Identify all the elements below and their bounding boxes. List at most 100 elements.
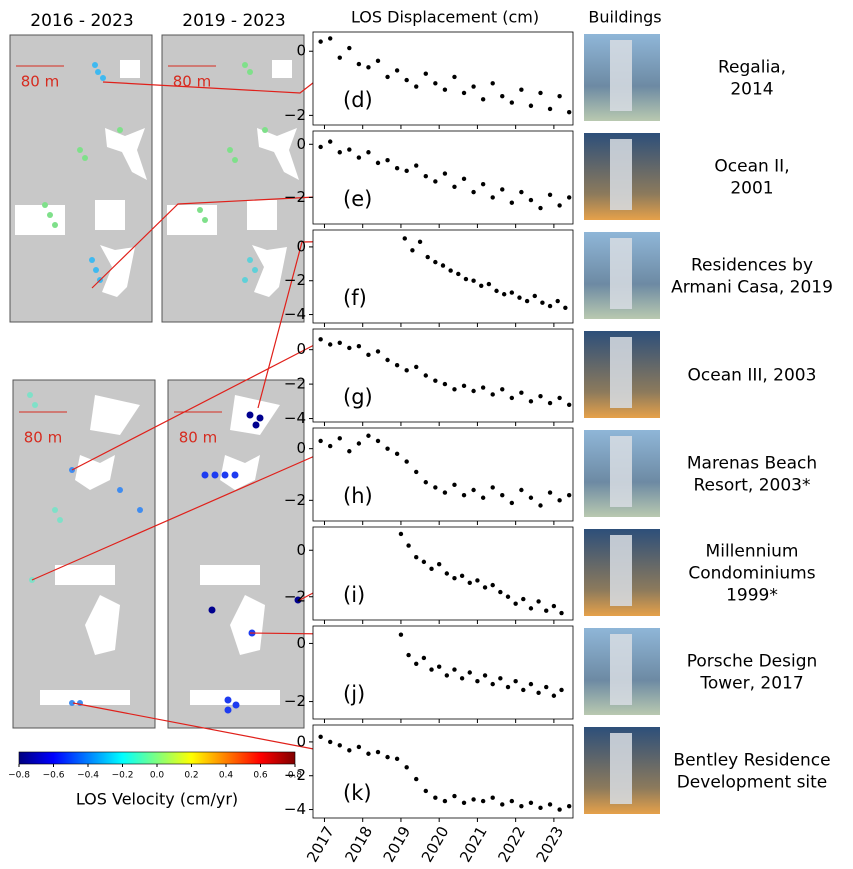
- data-point: [429, 567, 433, 571]
- data-point: [376, 439, 380, 443]
- colorbar-tick-label: 0.6: [253, 771, 268, 781]
- data-point: [513, 679, 517, 683]
- data-point: [429, 667, 433, 671]
- panel-label: (k): [343, 781, 372, 805]
- colorbar-tick-label: −0.4: [77, 771, 99, 781]
- map-panel: 80 m: [13, 380, 155, 728]
- building-label: Ocean II,: [714, 157, 789, 177]
- data-point: [510, 799, 514, 803]
- y-tick-label: −4: [284, 409, 306, 427]
- building-tower: [610, 238, 632, 309]
- data-point: [452, 483, 456, 487]
- data-point: [452, 185, 456, 189]
- data-point: [500, 493, 504, 497]
- data-point: [540, 301, 544, 305]
- x-tick-label: 2020: [418, 823, 453, 865]
- building-label: Porsche Design: [687, 652, 818, 672]
- y-tick-label: 0: [296, 135, 306, 153]
- data-point: [481, 496, 485, 500]
- data-point: [433, 81, 437, 85]
- data-point: [491, 81, 495, 85]
- data-point: [452, 794, 456, 798]
- data-point: [385, 358, 389, 362]
- y-tick-label: −2: [284, 106, 306, 124]
- scale-label: 80 m: [24, 429, 62, 447]
- building-label: Resort, 2003*: [694, 476, 811, 496]
- building-label: Development site: [677, 773, 828, 793]
- data-point: [366, 150, 370, 154]
- data-point: [357, 155, 361, 159]
- data-point: [529, 198, 533, 202]
- data-point: [552, 604, 556, 608]
- data-point: [471, 389, 475, 393]
- data-point: [525, 299, 529, 303]
- data-point: [481, 799, 485, 803]
- building-label: Condominiums: [688, 564, 815, 584]
- data-point: [328, 740, 332, 744]
- data-point: [366, 434, 370, 438]
- data-point: [418, 240, 422, 244]
- data-point: [567, 804, 571, 808]
- data-point: [443, 171, 447, 175]
- data-point: [567, 195, 571, 199]
- panel-label: (g): [343, 385, 373, 409]
- y-tick-label: 0: [296, 732, 306, 750]
- data-point: [414, 84, 418, 88]
- data-point: [538, 206, 542, 210]
- scale-label: 80 m: [179, 429, 217, 447]
- data-point: [538, 91, 542, 95]
- data-point: [491, 682, 495, 686]
- y-tick-label: 0: [296, 541, 306, 559]
- data-point: [437, 664, 441, 668]
- building-tower: [610, 337, 632, 408]
- y-tick-label: 0: [296, 634, 306, 652]
- colorbar-tick-label: −0.8: [8, 771, 30, 781]
- data-point: [395, 68, 399, 72]
- data-point: [399, 532, 403, 536]
- data-point: [468, 670, 472, 674]
- x-tick-label: 2017: [303, 823, 338, 865]
- data-point: [385, 158, 389, 162]
- building-label: Millennium: [706, 542, 799, 562]
- map-panel: 80 m: [10, 35, 152, 322]
- data-point: [468, 581, 472, 585]
- data-point: [395, 363, 399, 367]
- building-label: Ocean III, 2003: [688, 366, 817, 386]
- data-point: [559, 611, 563, 615]
- data-point: [521, 597, 525, 601]
- data-point: [500, 94, 504, 98]
- data-point: [338, 436, 342, 440]
- data-point: [471, 84, 475, 88]
- map-title: 2019 - 2023: [182, 11, 285, 31]
- building-tower: [610, 535, 632, 606]
- data-point: [471, 797, 475, 801]
- building-label: Residences by: [691, 256, 813, 276]
- data-point: [318, 337, 322, 341]
- data-point: [557, 203, 561, 207]
- building-tower: [610, 40, 632, 111]
- data-point: [424, 789, 428, 793]
- data-point: [462, 384, 466, 388]
- data-point: [404, 765, 408, 769]
- building-label: Bentley Residence: [673, 751, 830, 771]
- data-point: [471, 279, 475, 283]
- data-point: [471, 488, 475, 492]
- data-point: [338, 743, 342, 747]
- panel-title: Buildings: [588, 8, 661, 27]
- data-point: [548, 401, 552, 405]
- data-point: [318, 439, 322, 443]
- data-point: [385, 446, 389, 450]
- data-point: [422, 560, 426, 564]
- data-point: [500, 802, 504, 806]
- colorbar-tick-label: 0.0: [150, 771, 165, 781]
- x-tick-label: 2018: [341, 823, 376, 865]
- data-point: [487, 282, 491, 286]
- x-tick-label: 2021: [456, 823, 491, 865]
- data-point: [347, 46, 351, 50]
- colorbar-tick-label: 0.8: [288, 771, 303, 781]
- data-point: [424, 71, 428, 75]
- data-point: [548, 304, 552, 308]
- data-point: [422, 656, 426, 660]
- data-point: [424, 174, 428, 178]
- data-point: [491, 583, 495, 587]
